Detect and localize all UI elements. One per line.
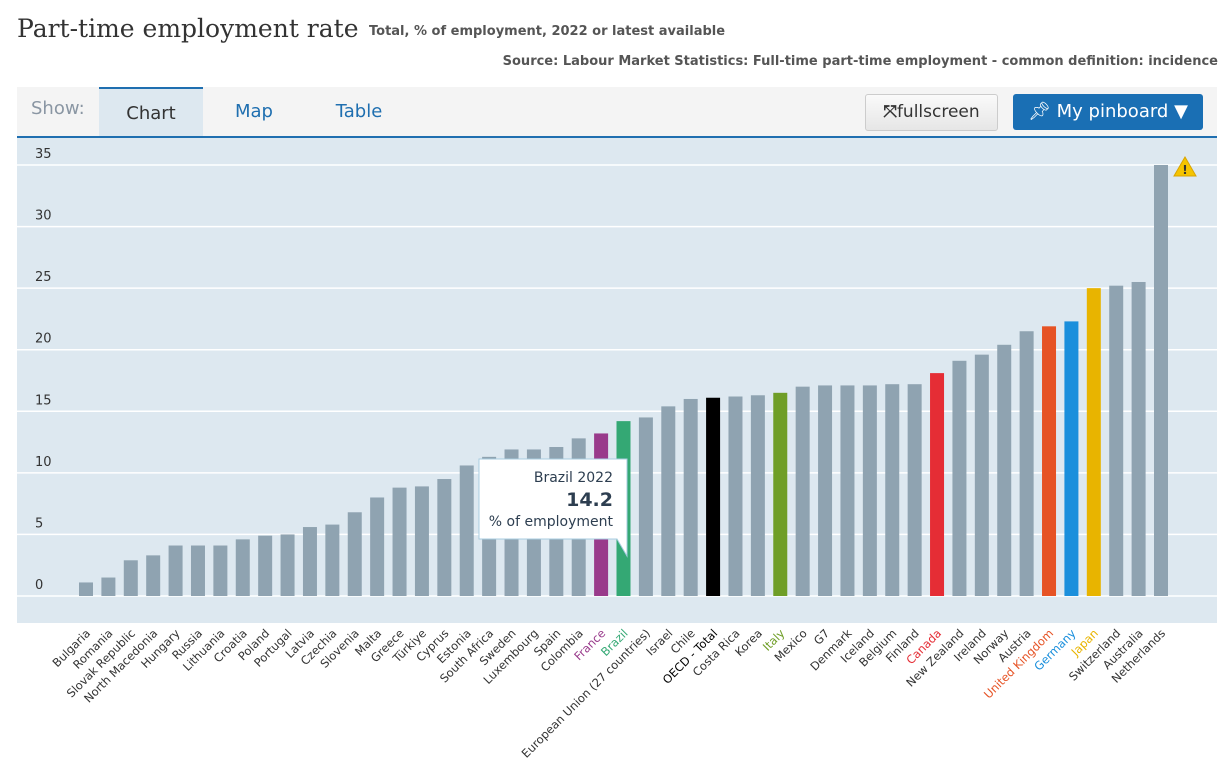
warning-triangle-icon[interactable]: ! (1173, 156, 1197, 177)
bar-italy[interactable] (773, 392, 788, 596)
bar-switzerland[interactable] (1109, 285, 1124, 596)
bar-european-union-27-countries-[interactable] (638, 417, 653, 596)
bar-oecd-total[interactable] (706, 397, 721, 596)
y-tick-label: 10 (35, 455, 52, 470)
bar-latvia[interactable] (302, 527, 317, 596)
bar-bulgaria[interactable] (79, 582, 93, 596)
bar-lithuania[interactable] (213, 545, 228, 596)
tab-chart[interactable]: Chart (99, 87, 203, 136)
source-note: Source: Labour Market Statistics: Full-t… (502, 54, 1218, 69)
bar-finland[interactable] (907, 384, 922, 596)
bar-north-macedonia[interactable] (146, 555, 161, 596)
bar-israel[interactable] (661, 406, 676, 596)
bar-denmark[interactable] (840, 385, 855, 596)
toolbar: Show: Chart Map Table ⤧fullscreen 📌︎ My … (17, 87, 1217, 138)
bar-iceland[interactable] (862, 385, 877, 596)
tab-table[interactable]: Table (335, 101, 383, 122)
pin-icon: 📌︎ (1028, 101, 1057, 122)
bar-romania[interactable] (101, 577, 116, 596)
bar-united-kingdom[interactable] (1042, 326, 1057, 596)
y-tick-label: 30 (35, 209, 52, 224)
bar-costa-rica[interactable] (728, 396, 743, 596)
tooltip-title: Brazil 2022 (534, 470, 613, 486)
my-pinboard-button[interactable]: 📌︎ My pinboard ▼ (1013, 94, 1203, 130)
page-subtitle: Total, % of employment, 2022 or latest a… (369, 24, 726, 39)
y-tick-label: 25 (35, 270, 52, 285)
bar-slovak-republic[interactable] (123, 560, 138, 596)
bar-slovenia[interactable] (347, 512, 362, 596)
bar-portugal[interactable] (280, 534, 295, 596)
bar-japan[interactable] (1086, 288, 1101, 596)
bar-croatia[interactable] (235, 539, 250, 596)
y-tick-label: 5 (35, 516, 43, 531)
page-title: Part-time employment rate (17, 14, 359, 43)
bar-norway[interactable] (997, 344, 1012, 596)
bar-hungary[interactable] (168, 545, 183, 596)
bar-new-zealand[interactable] (952, 360, 967, 596)
bar-poland[interactable] (258, 535, 273, 596)
bar-greece[interactable] (392, 487, 407, 596)
bar-canada[interactable] (930, 373, 945, 596)
bar-korea[interactable] (750, 395, 765, 596)
bar-russia[interactable] (190, 545, 205, 596)
bar-australia[interactable] (1131, 281, 1146, 596)
bar-austria[interactable] (1019, 331, 1034, 596)
tooltip-unit: % of employment (489, 514, 614, 530)
bar-czechia[interactable] (325, 524, 340, 596)
tooltip: Brazil 2022 14.2 % of employment (478, 458, 628, 558)
y-tick-label: 35 (35, 147, 52, 162)
bar-t-rkiye[interactable] (414, 486, 429, 596)
bar-mexico[interactable] (795, 386, 810, 596)
expand-arrows-icon: ⤧ (883, 102, 897, 122)
bar-germany[interactable] (1064, 321, 1079, 596)
y-tick-label: 15 (35, 393, 52, 408)
bar-malta[interactable] (370, 497, 385, 596)
bar-belgium[interactable] (885, 384, 900, 596)
bar-estonia[interactable] (459, 465, 474, 596)
fullscreen-button[interactable]: ⤧fullscreen (865, 94, 998, 131)
svg-text:!: ! (1182, 163, 1187, 177)
y-tick-label: 0 (35, 578, 43, 593)
show-label: Show: (31, 98, 85, 119)
y-tick-label: 20 (35, 332, 52, 347)
bar-netherlands[interactable] (1154, 165, 1168, 596)
bar-cyprus[interactable] (437, 479, 452, 596)
tab-map[interactable]: Map (235, 101, 273, 122)
tooltip-value: 14.2 (566, 489, 613, 511)
bar-chile[interactable] (683, 398, 698, 596)
bar-ireland[interactable] (974, 354, 989, 596)
bar-g7[interactable] (818, 385, 833, 596)
